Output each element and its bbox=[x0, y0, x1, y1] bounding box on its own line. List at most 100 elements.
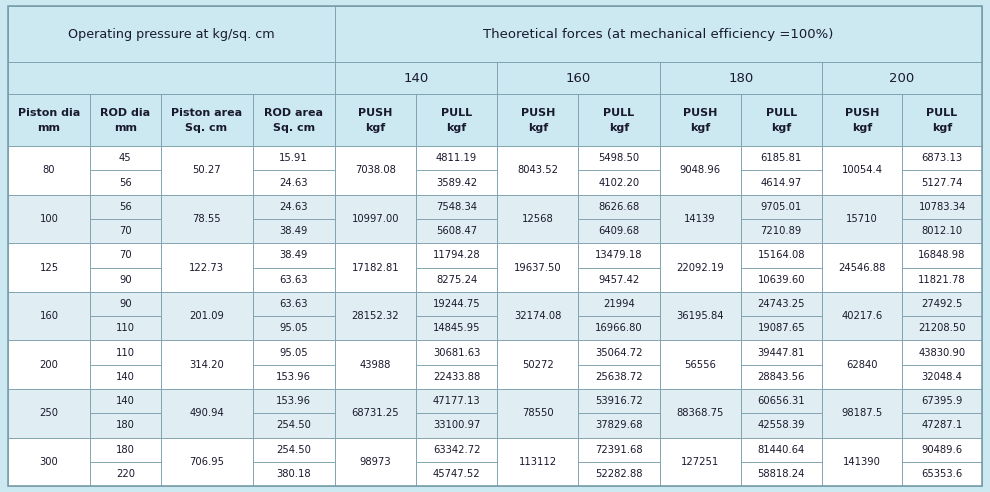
Bar bbox=[497, 195, 578, 243]
Text: 95.05: 95.05 bbox=[279, 347, 308, 358]
Bar bbox=[90, 389, 160, 413]
Bar bbox=[902, 195, 982, 219]
Bar bbox=[659, 219, 741, 243]
Bar bbox=[335, 389, 416, 413]
Bar bbox=[659, 94, 741, 146]
Text: 153.96: 153.96 bbox=[276, 396, 311, 406]
Bar bbox=[335, 437, 416, 462]
Bar bbox=[335, 462, 416, 486]
Text: 300: 300 bbox=[40, 457, 58, 467]
Text: 110: 110 bbox=[116, 323, 135, 333]
Text: 10054.4: 10054.4 bbox=[842, 165, 882, 176]
Bar bbox=[416, 462, 497, 486]
Text: kgf: kgf bbox=[690, 123, 710, 132]
Bar bbox=[497, 316, 578, 340]
Bar bbox=[497, 389, 578, 413]
Bar bbox=[90, 292, 160, 316]
Bar bbox=[8, 340, 90, 389]
Bar bbox=[8, 413, 90, 437]
Bar bbox=[8, 292, 90, 316]
Bar bbox=[90, 195, 160, 219]
Text: 314.20: 314.20 bbox=[189, 360, 224, 369]
Bar bbox=[822, 219, 902, 243]
Bar bbox=[741, 389, 822, 413]
Bar bbox=[902, 268, 982, 292]
Text: 14139: 14139 bbox=[684, 214, 716, 224]
Text: 254.50: 254.50 bbox=[276, 420, 311, 430]
Text: 200: 200 bbox=[40, 360, 58, 369]
Bar bbox=[252, 437, 335, 462]
Text: 17182.81: 17182.81 bbox=[351, 263, 399, 273]
Bar bbox=[160, 170, 252, 195]
Bar bbox=[741, 146, 822, 170]
Bar bbox=[335, 195, 416, 243]
Bar bbox=[335, 6, 982, 62]
Bar bbox=[8, 316, 90, 340]
Bar bbox=[659, 316, 741, 340]
Text: 56: 56 bbox=[119, 178, 132, 187]
Text: PULL: PULL bbox=[765, 108, 797, 118]
Bar bbox=[578, 146, 659, 170]
Text: 7038.08: 7038.08 bbox=[355, 165, 396, 176]
Text: 47177.13: 47177.13 bbox=[433, 396, 480, 406]
Text: 15.91: 15.91 bbox=[279, 154, 308, 163]
Bar bbox=[90, 94, 160, 146]
Bar bbox=[902, 462, 982, 486]
Text: 5608.47: 5608.47 bbox=[436, 226, 477, 236]
Bar bbox=[335, 62, 497, 94]
Text: 22433.88: 22433.88 bbox=[433, 372, 480, 382]
Text: mm: mm bbox=[114, 123, 137, 132]
Bar bbox=[160, 219, 252, 243]
Text: 6185.81: 6185.81 bbox=[760, 154, 802, 163]
Bar bbox=[160, 195, 252, 243]
Text: 8043.52: 8043.52 bbox=[517, 165, 558, 176]
Bar bbox=[741, 340, 822, 365]
Bar bbox=[160, 146, 252, 195]
Text: 153.96: 153.96 bbox=[276, 372, 311, 382]
Bar bbox=[8, 146, 90, 170]
Bar bbox=[497, 462, 578, 486]
Text: 52282.88: 52282.88 bbox=[595, 469, 643, 479]
Bar bbox=[252, 195, 335, 219]
Text: 9048.96: 9048.96 bbox=[679, 165, 721, 176]
Bar bbox=[416, 219, 497, 243]
Text: 254.50: 254.50 bbox=[276, 445, 311, 455]
Text: 60656.31: 60656.31 bbox=[757, 396, 805, 406]
Text: Operating pressure at kg/sq. cm: Operating pressure at kg/sq. cm bbox=[68, 28, 274, 41]
Text: 7548.34: 7548.34 bbox=[436, 202, 477, 212]
Bar bbox=[822, 365, 902, 389]
Text: 15710: 15710 bbox=[846, 214, 878, 224]
Bar bbox=[902, 413, 982, 437]
Bar bbox=[252, 94, 335, 146]
Bar bbox=[659, 437, 741, 462]
Bar bbox=[822, 316, 902, 340]
Text: 38.49: 38.49 bbox=[279, 226, 308, 236]
Text: 45747.52: 45747.52 bbox=[433, 469, 480, 479]
Text: 180: 180 bbox=[116, 420, 135, 430]
Text: 141390: 141390 bbox=[843, 457, 881, 467]
Bar bbox=[90, 365, 160, 389]
Text: 98973: 98973 bbox=[359, 457, 391, 467]
Bar bbox=[90, 462, 160, 486]
Text: 43988: 43988 bbox=[359, 360, 391, 369]
Bar bbox=[8, 219, 90, 243]
Bar bbox=[8, 365, 90, 389]
Bar bbox=[578, 94, 659, 146]
Bar bbox=[8, 62, 335, 94]
Bar bbox=[659, 365, 741, 389]
Text: 15164.08: 15164.08 bbox=[757, 250, 805, 260]
Text: PUSH: PUSH bbox=[844, 108, 879, 118]
Bar bbox=[335, 340, 416, 389]
Text: 36195.84: 36195.84 bbox=[676, 311, 724, 321]
Text: kgf: kgf bbox=[609, 123, 629, 132]
Bar bbox=[578, 389, 659, 413]
Bar bbox=[659, 340, 741, 389]
Bar bbox=[335, 268, 416, 292]
Bar bbox=[741, 365, 822, 389]
Bar bbox=[497, 365, 578, 389]
Bar bbox=[659, 268, 741, 292]
Bar bbox=[659, 195, 741, 219]
Text: 30681.63: 30681.63 bbox=[433, 347, 480, 358]
Text: 16848.98: 16848.98 bbox=[919, 250, 965, 260]
Bar bbox=[416, 195, 497, 219]
